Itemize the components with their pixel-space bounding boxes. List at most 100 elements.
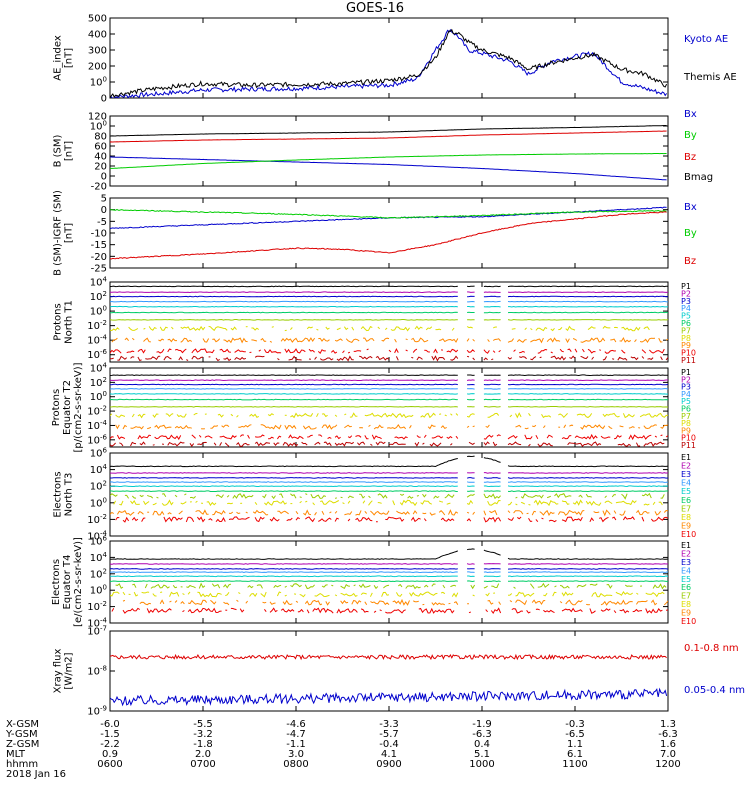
series-line-e7 xyxy=(416,495,419,497)
series-line-p9 xyxy=(223,337,248,344)
series-line-p11 xyxy=(602,356,608,361)
y-tick-label: -15 xyxy=(91,240,107,251)
x-tick-label: 0600 xyxy=(97,759,122,770)
series-line-p8 xyxy=(176,413,187,418)
panel-frame xyxy=(109,630,669,712)
series-line-p11 xyxy=(130,356,135,359)
series-line-e8 xyxy=(369,592,373,597)
series-line-p11 xyxy=(630,356,639,361)
series-line-e7 xyxy=(450,584,457,588)
series-line-e7 xyxy=(383,584,390,589)
series-line-e8 xyxy=(312,502,315,506)
y-tick-label: 10-7 xyxy=(87,625,107,638)
x-tick-label: -1.8 xyxy=(193,739,213,750)
y-tick-label: -25 xyxy=(91,264,107,275)
series-line-e8 xyxy=(276,591,282,597)
series-line-e7 xyxy=(215,494,224,499)
series-line-e9 xyxy=(559,601,563,604)
series-line-p10 xyxy=(334,435,341,440)
series-line-p8 xyxy=(110,413,113,417)
series-line-e9 xyxy=(295,600,299,603)
series-line-p8 xyxy=(541,414,552,419)
series-line-p9 xyxy=(122,424,127,430)
legend-e4: E4 xyxy=(681,479,691,488)
y-axis-label: Protons Equator T2 [p/(cm2-s-sr-keV)] xyxy=(51,362,84,452)
series-line-e10 xyxy=(490,607,502,615)
y-tick-label: 40 xyxy=(94,152,107,163)
y-tick-label: -20 xyxy=(91,252,107,263)
series-line-e8 xyxy=(409,591,438,597)
series-line-p9 xyxy=(507,338,514,343)
series-line-e10 xyxy=(548,519,557,523)
series-line-e8 xyxy=(515,503,518,506)
series-line-e9 xyxy=(600,599,633,606)
legend-p6: P6 xyxy=(681,319,691,328)
series-line-e4 xyxy=(483,481,501,483)
plot-area xyxy=(110,653,668,707)
series-line-e10 xyxy=(589,517,594,523)
series-line-p10 xyxy=(347,435,353,439)
series-line-p9 xyxy=(269,340,273,343)
series-line-e1 xyxy=(507,465,668,468)
series-line-p11 xyxy=(468,441,475,445)
series-line-e10 xyxy=(355,517,373,522)
series-line-e9 xyxy=(412,600,419,603)
series-line-p9 xyxy=(251,339,258,342)
series-line-e9 xyxy=(489,509,498,516)
series-line-e9 xyxy=(340,600,349,605)
series-line-e10 xyxy=(511,608,523,614)
x-tick-label: -3.3 xyxy=(379,719,399,730)
series-line-p10 xyxy=(614,434,622,440)
y-tick-label: 10-2 xyxy=(87,600,107,613)
series-line-p10 xyxy=(198,434,202,438)
series-line-e6 xyxy=(483,580,501,583)
series-line-p11 xyxy=(567,441,602,447)
series-line-p10 xyxy=(446,435,453,440)
x-tick-label: 1200 xyxy=(655,759,680,770)
series-line-p9 xyxy=(619,336,632,343)
series-line-p10 xyxy=(191,348,215,354)
series-line-e9 xyxy=(453,601,459,605)
series-line-e5 xyxy=(110,485,458,488)
legend-p2: P2 xyxy=(681,289,691,298)
legend-p4: P4 xyxy=(681,304,691,313)
y-axis-label: AE_index [nT] xyxy=(53,35,75,81)
date-label: 2018 Jan 16 xyxy=(6,769,66,780)
series-line-e10 xyxy=(122,607,141,614)
series-line-e9 xyxy=(515,599,528,606)
series-line-p10 xyxy=(550,351,553,354)
series-line-e8 xyxy=(561,500,570,505)
series-line-e10 xyxy=(507,517,515,522)
series-line-e9 xyxy=(152,510,165,516)
series-line-p10 xyxy=(574,348,578,353)
series-line-by xyxy=(110,153,667,169)
series-line-e9 xyxy=(325,601,330,606)
series-line-p11 xyxy=(110,442,116,447)
series-line-e7 xyxy=(299,496,302,498)
series-line-e8 xyxy=(507,593,513,596)
series-line-p11 xyxy=(224,442,230,447)
x-tick-label: 0700 xyxy=(190,759,215,770)
series-line-e1 xyxy=(110,550,458,560)
series-line-p6 xyxy=(507,311,668,314)
series-line-e9 xyxy=(187,599,208,606)
series-line-p8 xyxy=(639,412,668,418)
series-line-p10 xyxy=(446,348,459,353)
series-line-p7 xyxy=(483,405,501,408)
series-line-e9 xyxy=(282,599,293,606)
series-line-e7 xyxy=(189,496,196,499)
series-line-p5 xyxy=(483,305,501,308)
series-line-p8 xyxy=(602,412,620,418)
series-line-e10 xyxy=(650,516,668,522)
series-line-p9 xyxy=(158,338,165,342)
series-line-e7 xyxy=(150,583,170,589)
series-line-p10 xyxy=(276,435,282,440)
series-line-p9 xyxy=(147,426,152,430)
series-line-p10 xyxy=(364,435,369,440)
x-tick-label: -6.5 xyxy=(565,729,585,740)
series-line-e9 xyxy=(509,600,513,603)
series-line-e7 xyxy=(520,493,544,499)
y-tick-label: 10-2 xyxy=(87,405,107,418)
series-line-p11 xyxy=(519,356,527,360)
x-tick-label: -5.5 xyxy=(193,719,213,730)
